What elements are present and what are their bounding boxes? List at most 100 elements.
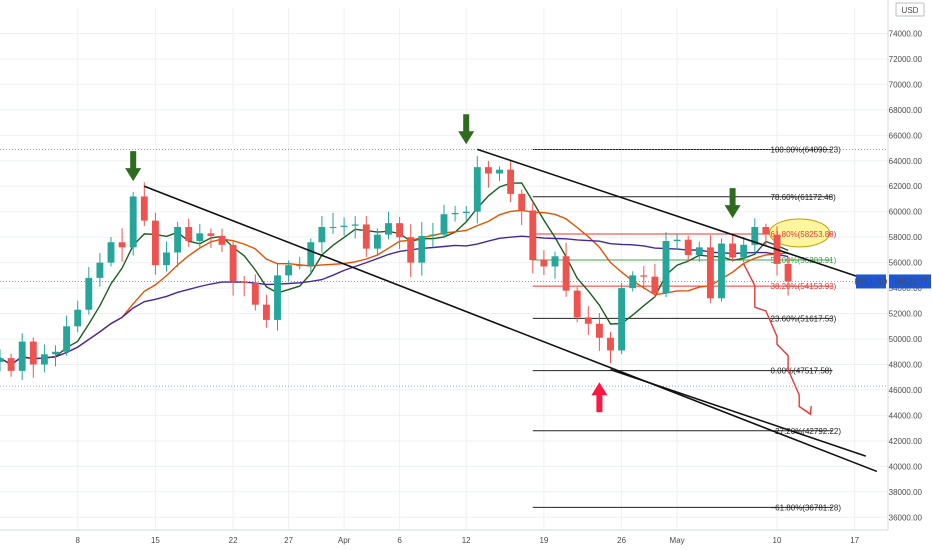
candle-body (318, 226, 326, 243)
candle-body (307, 242, 315, 266)
candle (396, 216, 404, 250)
candle-body (784, 263, 792, 282)
candle (40, 344, 48, 373)
candle-body (373, 234, 381, 249)
candle (151, 212, 159, 275)
candle-body (462, 211, 470, 213)
candle (562, 242, 570, 297)
candle-body (262, 304, 270, 320)
candle (695, 241, 703, 262)
candle-body (63, 326, 71, 352)
candle-body (729, 243, 737, 258)
time-tick-label: Apr (338, 536, 351, 545)
candle-body (407, 237, 415, 263)
last-price-tag (889, 274, 931, 289)
candle-body (0, 358, 4, 362)
candle (518, 189, 526, 225)
time-tick-label: 8 (75, 536, 80, 545)
trendlines[interactable] (144, 148, 878, 473)
candle-body (107, 242, 115, 263)
candle-body (40, 354, 48, 365)
candle-body (85, 277, 93, 310)
candle (351, 216, 359, 239)
candle-body (163, 252, 170, 266)
candle-body (451, 212, 459, 215)
price-tick-label: 68000.00 (889, 106, 923, 115)
candle (762, 223, 770, 247)
annotations (125, 114, 812, 416)
candle-body (274, 275, 281, 320)
candle (107, 237, 115, 267)
time-axis[interactable]: 8 15 22 27 Apr 6 12 19 26 May 10 17 (0, 529, 888, 550)
candle-body (285, 265, 293, 276)
candle-body (751, 226, 759, 245)
candle (7, 353, 15, 377)
candle-body (651, 276, 659, 294)
candle-body (562, 256, 570, 291)
candle (706, 235, 714, 304)
candle (185, 218, 193, 247)
candle-body (629, 275, 637, 289)
fib-level-label: 0.00%(47517.58) (771, 367, 833, 376)
candle (462, 206, 470, 221)
candle (251, 274, 259, 311)
candle-body (584, 317, 592, 324)
grid (0, 8, 888, 530)
candle (684, 235, 692, 263)
candle (529, 202, 537, 274)
moving-averages (0, 182, 789, 366)
candle (440, 204, 448, 239)
candle (595, 312, 603, 351)
price-tick-label: 72000.00 (889, 55, 923, 64)
price-axis[interactable]: USD 36000.00 38000.00 40000.00 42000.00 44000… (855, 0, 932, 550)
candle-body (718, 243, 725, 299)
candle (96, 253, 104, 287)
price-tick-label: 58000.00 (889, 233, 923, 242)
fib-level-label: 100.00%(64890.23) (771, 145, 842, 154)
fib-level-label: 23.60%(51617.53) (771, 314, 837, 323)
candle (318, 215, 326, 253)
candle (240, 275, 248, 297)
candle-body (196, 233, 204, 241)
candle-body (695, 247, 703, 255)
candle-body (618, 288, 626, 351)
price-tick-label: 50000.00 (889, 335, 923, 344)
candle (618, 282, 626, 355)
candle (207, 228, 215, 248)
candle-body (74, 309, 82, 327)
candle-body (640, 275, 648, 277)
candle-body (207, 233, 215, 236)
candle (551, 251, 559, 279)
candle (262, 294, 270, 328)
candle (429, 222, 437, 247)
candle-body (484, 167, 492, 174)
price-tick-label: 54000.00 (889, 284, 923, 293)
candle-body (662, 240, 670, 294)
candle-body (385, 223, 392, 235)
candle (29, 337, 37, 378)
candle (418, 222, 426, 276)
candle (496, 166, 503, 181)
price-tick-label: 64000.00 (889, 157, 923, 166)
time-tick-label: 17 (850, 536, 859, 545)
price-tick-label: 38000.00 (889, 488, 923, 497)
candle-body (140, 196, 148, 221)
candle (296, 256, 304, 270)
candle (118, 228, 126, 262)
price-tick-label: 40000.00 (889, 462, 923, 471)
candle-body (52, 351, 59, 355)
candle-body (607, 337, 614, 351)
candle (0, 349, 4, 372)
price-tick-label: 46000.00 (889, 386, 923, 395)
candle (662, 232, 670, 297)
candle-body (396, 223, 404, 238)
fibonacci-retracement[interactable]: 100.00%(64890.23) 78.60%(61172.48) 61.80%(… (0, 145, 888, 512)
candle (629, 271, 637, 292)
candle (607, 331, 614, 364)
candle-body (129, 196, 137, 248)
price-tick-label: 52000.00 (889, 310, 923, 319)
candle-body (329, 226, 337, 228)
candle-body (174, 226, 182, 253)
